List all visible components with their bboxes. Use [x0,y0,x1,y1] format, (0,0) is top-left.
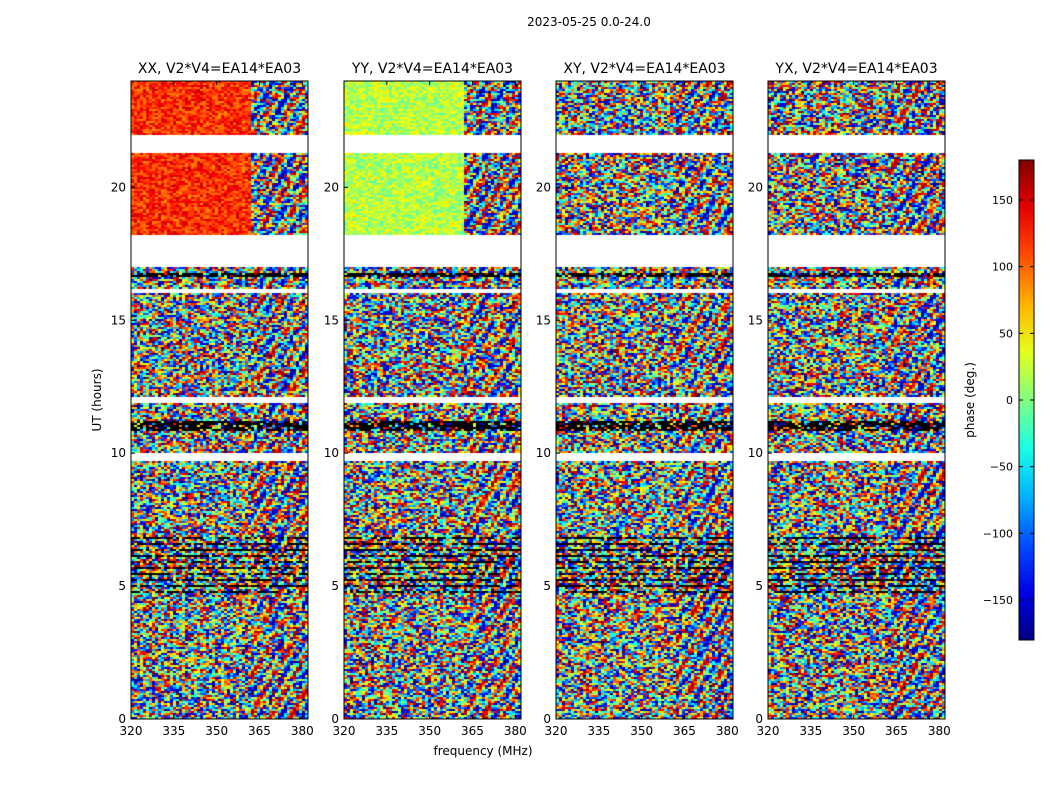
y-tick-label: 10 [748,446,763,460]
panel-xy: XY, V2*V4=EA14*EA03 320 335 350 365 380 0 5 10 15… [536,61,739,738]
x-tick-label: 350 [630,724,653,738]
panel-frame [555,80,734,720]
y-tick-label: 20 [748,180,763,194]
x-tick-label: 335 [162,724,185,738]
x-tick-label: 380 [928,724,951,738]
x-tick-label: 365 [461,724,484,738]
y-tick-label: 5 [331,579,339,593]
x-tick-label: 350 [205,724,228,738]
panel-yy: YY, V2*V4=EA14*EA03 320 335 350 365 380 0 5 10 15… [324,61,527,738]
x-tick-label: 350 [842,724,865,738]
colorbar-tick-label: 150 [992,194,1013,207]
y-tick-label: 0 [543,712,551,726]
colorbar-tick-label: −100 [983,527,1013,540]
x-axis-label: frequency (MHz) [433,744,532,758]
colorbar-tick-label: 100 [992,261,1013,274]
x-tick-label: 320 [333,724,356,738]
panel-title: YX, V2*V4=EA14*EA03 [774,61,937,77]
x-tick-label: 365 [673,724,696,738]
phase-heatmap [344,81,521,719]
panel-title: XX, V2*V4=EA14*EA03 [138,61,301,77]
x-tick-label: 335 [587,724,610,738]
x-tick-label: 320 [120,724,143,738]
y-tick-label: 20 [324,180,339,194]
panel-title: XY, V2*V4=EA14*EA03 [563,61,725,77]
x-tick-label: 380 [716,724,739,738]
y-tick-label: 0 [118,712,126,726]
panel-title: YY, V2*V4=EA14*EA03 [351,61,513,77]
colorbar-tick-label: −50 [990,461,1013,474]
x-tick-label: 380 [504,724,527,738]
y-tick-label: 20 [536,180,551,194]
panels: XX, V2*V4=EA14*EA03 320 335 350 365 380 0 5 10 15… [111,61,951,738]
panel-frame [130,80,309,720]
colorbar-tick-label: 0 [1006,394,1013,407]
y-tick-label: 15 [536,313,551,327]
phase-heatmap [131,81,308,719]
colorbar-tick-label: −150 [983,594,1013,607]
panel-frame [767,80,946,720]
y-tick-label: 5 [118,579,126,593]
x-tick-label: 365 [885,724,908,738]
y-tick-label: 0 [331,712,339,726]
x-tick-label: 335 [375,724,398,738]
y-tick-label: 5 [755,579,763,593]
y-tick-label: 5 [543,579,551,593]
phase-heatmap [768,81,945,719]
panel-xx: XX, V2*V4=EA14*EA03 320 335 350 365 380 0 5 10 15… [111,61,314,738]
colorbar: 150 100 50 0 −50 −100 −150 [983,159,1035,641]
x-tick-label: 350 [418,724,441,738]
panel-frame [343,80,522,720]
x-tick-label: 320 [545,724,568,738]
y-tick-label: 10 [324,446,339,460]
y-tick-label: 0 [755,712,763,726]
y-tick-label: 15 [748,313,763,327]
y-tick-label: 15 [324,313,339,327]
panel-yx: YX, V2*V4=EA14*EA03 320 335 350 365 380 0 5 10 15… [748,61,951,738]
x-tick-label: 380 [291,724,314,738]
x-tick-label: 320 [757,724,780,738]
figure-title: 2023-05-25 0.0-24.0 [527,15,651,29]
y-tick-label: 15 [111,313,126,327]
phase-heatmap [556,81,733,719]
y-tick-label: 10 [536,446,551,460]
y-axis-label: UT (hours) [90,368,104,431]
x-tick-label: 365 [248,724,271,738]
colorbar-label: phase (deg.) [963,362,977,438]
y-tick-label: 10 [111,446,126,460]
colorbar-tick-label: 50 [999,327,1013,340]
y-tick-label: 20 [111,180,126,194]
x-tick-label: 335 [799,724,822,738]
